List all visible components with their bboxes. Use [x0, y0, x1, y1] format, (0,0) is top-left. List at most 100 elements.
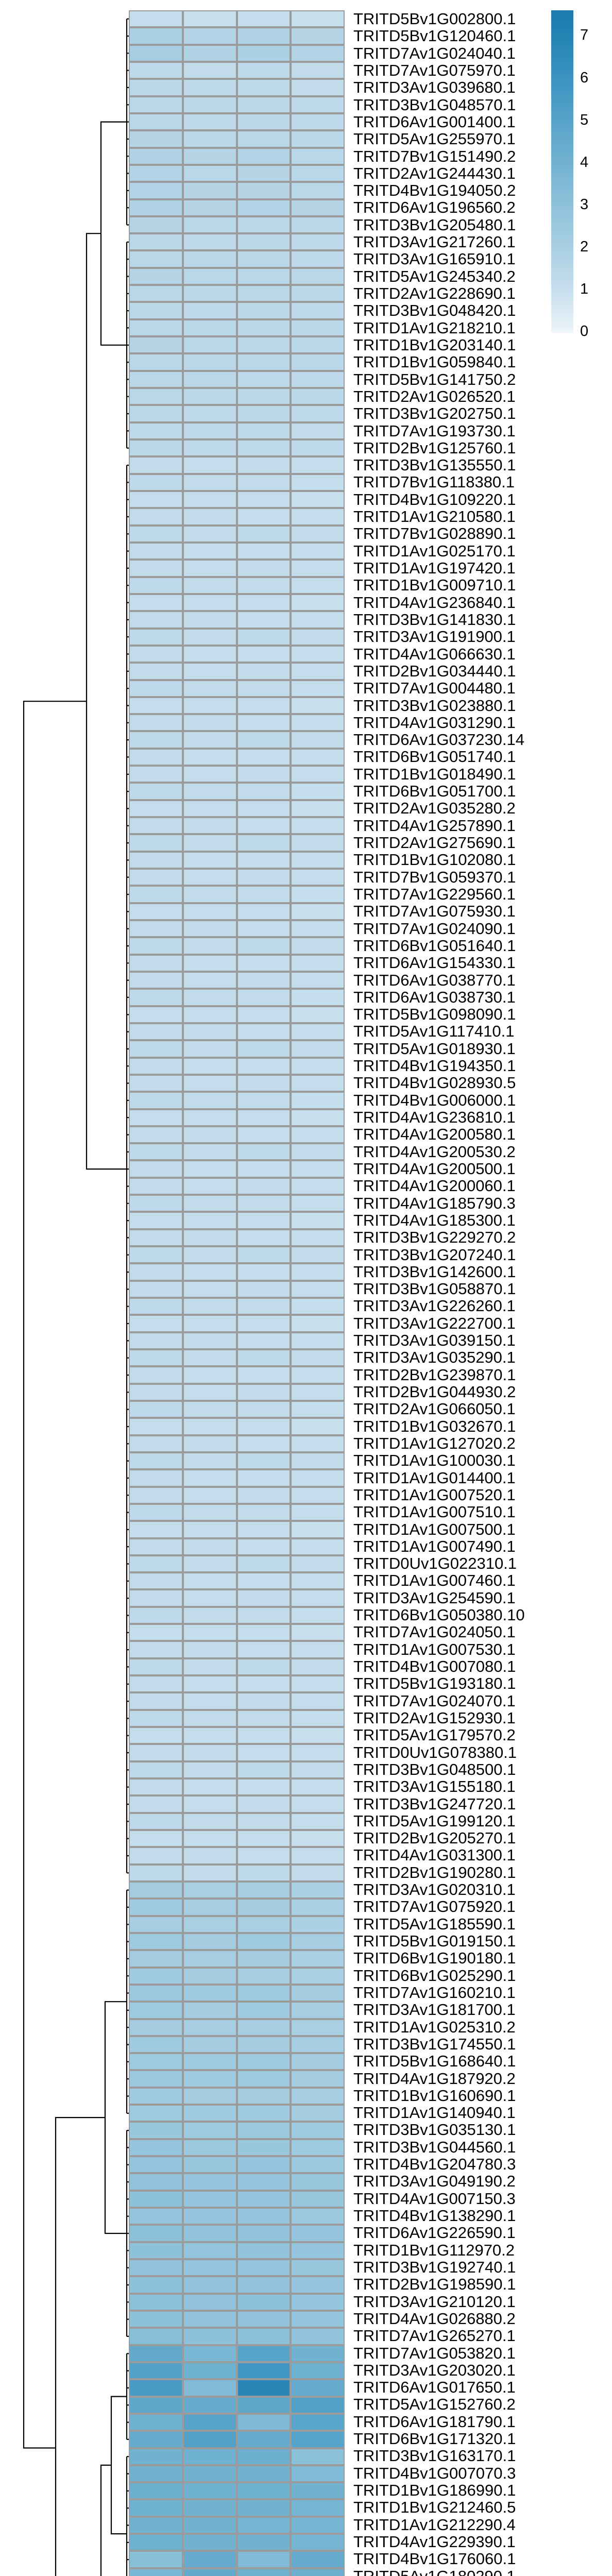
- row-label: TRITD4Av1G200530.2: [353, 1142, 516, 1161]
- heatmap-cell: [236, 1315, 291, 1332]
- heatmap-cell: [291, 2396, 345, 2414]
- heatmap-cell: [236, 1916, 291, 1933]
- heatmap-cell: [182, 2019, 237, 2036]
- row-label: TRITD1Av1G007520.1: [353, 1485, 516, 1504]
- row-label: TRITD6Av1G038730.1: [353, 988, 516, 1006]
- row-label: TRITD7Av1G193730.1: [353, 421, 516, 440]
- heatmap-cell: [129, 2070, 183, 2088]
- heatmap-cell: [236, 147, 291, 165]
- heatmap-cell: [129, 989, 183, 1006]
- heatmap-cell: [182, 2105, 237, 2122]
- heatmap-cell: [236, 1606, 291, 1624]
- row-label: TRITD5Av1G117410.1: [353, 1022, 515, 1041]
- heatmap-cell: [182, 1744, 237, 1761]
- row-label: TRITD3Bv1G141830.1: [353, 610, 516, 629]
- row-label: TRITD3Bv1G163170.1: [353, 2447, 516, 2465]
- row-label: TRITD4Bv1G007080.1: [353, 1657, 516, 1675]
- row-label: TRITD4Av1G229390.1: [353, 2532, 516, 2551]
- heatmap-cell: [236, 1040, 291, 1058]
- heatmap-cell: [236, 783, 291, 800]
- heatmap-cell: [182, 628, 237, 646]
- heatmap-cell: [291, 216, 345, 234]
- heatmap-cell: [129, 748, 183, 766]
- heatmap-cell: [236, 1761, 291, 1779]
- heatmap-cell: [182, 1761, 237, 1779]
- heatmap-cell: [129, 663, 183, 680]
- heatmap-cell: [236, 302, 291, 319]
- row-label: TRITD4Av1G200580.1: [353, 1125, 516, 1144]
- heatmap-cell: [291, 250, 345, 268]
- heatmap-cell: [291, 473, 345, 491]
- heatmap-cell: [182, 1555, 237, 1573]
- row-label: TRITD7Av1G024040.1: [353, 44, 516, 62]
- heatmap-cell: [129, 1469, 183, 1487]
- heatmap-cell: [236, 2190, 291, 2208]
- heatmap-cell: [129, 971, 183, 989]
- heatmap-cell: [236, 2293, 291, 2311]
- heatmap-cell: [236, 1177, 291, 1195]
- heatmap-cell: [129, 233, 183, 251]
- row-label: TRITD4Bv1G194350.1: [353, 1057, 516, 1075]
- heatmap-cell: [129, 2105, 183, 2122]
- heatmap-cell: [182, 2413, 237, 2431]
- heatmap-cell: [129, 611, 183, 629]
- heatmap-cell: [236, 1143, 291, 1161]
- heatmap-cell: [291, 1212, 345, 1229]
- heatmap-cell: [291, 1006, 345, 1023]
- row-label: TRITD6Bv1G171320.1: [353, 2430, 516, 2448]
- heatmap-cell: [291, 2379, 345, 2397]
- heatmap-cell: [236, 1744, 291, 1761]
- heatmap-cell: [291, 2482, 345, 2500]
- heatmap-cell: [236, 2310, 291, 2328]
- heatmap-cell: [129, 164, 183, 182]
- heatmap-cell: [291, 1967, 345, 1985]
- heatmap-cell: [291, 886, 345, 903]
- heatmap-cell: [182, 388, 237, 405]
- heatmap-cell: [291, 147, 345, 165]
- heatmap-cell: [291, 834, 345, 852]
- heatmap-cell: [182, 1057, 237, 1075]
- heatmap-cell: [129, 44, 183, 62]
- row-label: TRITD2Av1G026520.1: [353, 387, 516, 405]
- row-label: TRITD5Av1G179570.2: [353, 1726, 516, 1744]
- heatmap-cell: [291, 2310, 345, 2328]
- heatmap-cell: [291, 697, 345, 715]
- heatmap-cell: [182, 1572, 237, 1590]
- heatmap-cell: [182, 2225, 237, 2242]
- row-label: TRITD1Bv1G059840.1: [353, 353, 516, 371]
- colorbar-tick-label: 4: [580, 154, 589, 171]
- row-label: TRITD5Av1G245340.2: [353, 267, 516, 285]
- heatmap-cell: [291, 439, 345, 457]
- heatmap-cell: [129, 1761, 183, 1779]
- heatmap-cell: [291, 2568, 345, 2576]
- heatmap-cell: [236, 2499, 291, 2517]
- heatmap-cell: [236, 1984, 291, 2002]
- heatmap-cell: [291, 1418, 345, 1435]
- heatmap-cell: [129, 783, 183, 800]
- row-label: TRITD7Av1G160210.1: [353, 1983, 516, 2002]
- heatmap-cell: [236, 405, 291, 422]
- heatmap-cell: [182, 2002, 237, 2019]
- heatmap-cell: [236, 680, 291, 697]
- heatmap-cell: [291, 1109, 345, 1126]
- heatmap-cell: [236, 44, 291, 62]
- heatmap-cell: [129, 1744, 183, 1761]
- heatmap-cell: [291, 1400, 345, 1418]
- heatmap-cell: [236, 971, 291, 989]
- heatmap-cell: [291, 2122, 345, 2139]
- row-label: TRITD0Uv1G022310.1: [353, 1554, 517, 1573]
- heatmap-cell: [236, 731, 291, 749]
- heatmap-cell: [182, 2551, 237, 2568]
- heatmap-cell: [129, 1572, 183, 1590]
- row-label: TRITD6Av1G154330.1: [353, 954, 516, 972]
- heatmap-cell: [129, 1383, 183, 1401]
- row-label: TRITD2Bv1G205270.1: [353, 1829, 516, 1848]
- heatmap-cell: [291, 903, 345, 920]
- row-label: TRITD5Av1G180290.1: [353, 2567, 570, 2576]
- heatmap-cell: [236, 2156, 291, 2174]
- heatmap-cell: [182, 2328, 237, 2345]
- row-label: TRITD5Bv1G120460.1: [353, 27, 516, 45]
- heatmap-cell: [182, 2396, 237, 2414]
- heatmap-cell: [129, 1967, 183, 1985]
- row-label: TRITD4Bv1G194050.2: [353, 181, 516, 200]
